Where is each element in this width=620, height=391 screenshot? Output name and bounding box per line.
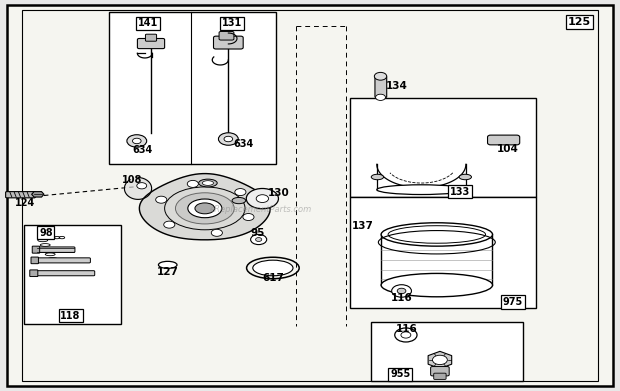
Circle shape (246, 188, 278, 209)
Circle shape (374, 72, 387, 80)
FancyBboxPatch shape (350, 98, 536, 197)
Polygon shape (32, 192, 44, 197)
FancyBboxPatch shape (431, 366, 449, 376)
Text: 141: 141 (138, 18, 158, 28)
FancyBboxPatch shape (350, 197, 536, 308)
FancyBboxPatch shape (371, 322, 523, 380)
Circle shape (397, 288, 406, 294)
Circle shape (433, 355, 448, 364)
FancyBboxPatch shape (138, 38, 165, 48)
Text: 118: 118 (60, 310, 81, 321)
Ellipse shape (377, 185, 466, 195)
Polygon shape (140, 174, 270, 240)
Circle shape (392, 285, 412, 297)
Text: eReplacementParts.com: eReplacementParts.com (210, 204, 312, 213)
FancyBboxPatch shape (32, 246, 40, 253)
Circle shape (255, 238, 262, 242)
Text: 975: 975 (503, 297, 523, 307)
Polygon shape (428, 352, 452, 368)
Text: 130: 130 (268, 188, 290, 198)
Text: 104: 104 (497, 144, 519, 154)
Ellipse shape (159, 261, 177, 268)
Text: 131: 131 (222, 18, 242, 28)
Circle shape (164, 221, 175, 228)
FancyBboxPatch shape (434, 373, 446, 379)
Text: 116: 116 (391, 292, 412, 303)
FancyBboxPatch shape (109, 13, 276, 164)
Circle shape (156, 196, 167, 203)
Polygon shape (125, 178, 152, 199)
FancyBboxPatch shape (33, 271, 95, 276)
FancyBboxPatch shape (31, 257, 38, 264)
Ellipse shape (388, 226, 485, 243)
FancyBboxPatch shape (7, 5, 613, 386)
Ellipse shape (202, 181, 213, 185)
FancyBboxPatch shape (30, 270, 38, 276)
FancyBboxPatch shape (35, 247, 75, 252)
Text: 634: 634 (234, 139, 254, 149)
Text: 137: 137 (352, 221, 374, 231)
FancyBboxPatch shape (6, 192, 35, 198)
Text: 134: 134 (386, 81, 407, 91)
Circle shape (137, 183, 147, 189)
Circle shape (133, 138, 141, 143)
Circle shape (218, 133, 238, 145)
Circle shape (395, 328, 417, 342)
Ellipse shape (459, 174, 471, 180)
Text: 127: 127 (157, 267, 179, 277)
Circle shape (224, 136, 232, 142)
Circle shape (250, 235, 267, 245)
Text: 108: 108 (122, 175, 143, 185)
Ellipse shape (232, 197, 246, 204)
Circle shape (127, 135, 147, 147)
Ellipse shape (195, 203, 215, 214)
Text: 617: 617 (262, 273, 285, 283)
FancyBboxPatch shape (24, 225, 122, 324)
Circle shape (256, 195, 268, 203)
Text: 124: 124 (16, 198, 35, 208)
FancyBboxPatch shape (213, 36, 243, 49)
Text: 955: 955 (390, 369, 410, 379)
Circle shape (243, 213, 254, 221)
FancyBboxPatch shape (219, 31, 234, 40)
Text: 133: 133 (450, 187, 470, 197)
Circle shape (187, 180, 198, 187)
Ellipse shape (175, 193, 234, 224)
FancyBboxPatch shape (375, 76, 387, 98)
FancyBboxPatch shape (146, 34, 157, 41)
FancyBboxPatch shape (487, 135, 520, 145)
Ellipse shape (198, 179, 217, 187)
FancyBboxPatch shape (35, 258, 91, 263)
Ellipse shape (188, 199, 222, 218)
Text: 125: 125 (567, 17, 591, 27)
Ellipse shape (253, 260, 293, 276)
Text: 634: 634 (133, 145, 153, 155)
Ellipse shape (381, 223, 492, 246)
Text: 116: 116 (396, 324, 417, 334)
Circle shape (401, 332, 411, 338)
Circle shape (376, 94, 386, 100)
Circle shape (235, 188, 246, 196)
Text: 95: 95 (250, 228, 265, 238)
Text: 98: 98 (39, 228, 53, 237)
Circle shape (211, 229, 223, 236)
Ellipse shape (371, 174, 384, 180)
Ellipse shape (381, 273, 492, 297)
